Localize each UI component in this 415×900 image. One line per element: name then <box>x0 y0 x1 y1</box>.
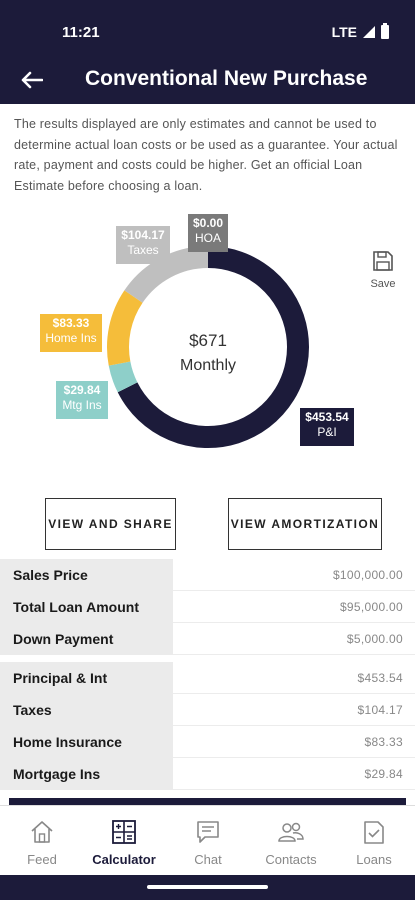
row-label: Principal & Int <box>0 662 173 694</box>
monthly-label: Monthly <box>179 357 237 374</box>
row-value: $83.33 <box>173 726 415 758</box>
donut-chart <box>107 246 309 448</box>
nav-label-contacts: Contacts <box>265 852 317 867</box>
table-row: Sales Price $100,000.00 <box>0 559 415 591</box>
table-row: Total Loan Amount $95,000.00 <box>0 591 415 623</box>
row-value: $104.17 <box>173 694 415 726</box>
row-value: $5,000.00 <box>173 623 415 655</box>
pi-amount: $453.54 <box>305 410 349 424</box>
hoa-label: HOA <box>194 231 221 245</box>
donut-segment-mtgins <box>108 361 138 393</box>
gesture-handle[interactable] <box>147 885 268 889</box>
nav-label-chat: Chat <box>194 852 222 867</box>
taxes-tag: $104.17 Taxes <box>116 226 170 264</box>
mtg-ins-tag: $29.84 Mtg Ins <box>56 381 108 419</box>
signal-icon <box>363 26 375 38</box>
view-and-share-button[interactable]: VIEW AND SHARE <box>45 498 176 550</box>
mtg-ins-label: Mtg Ins <box>62 398 102 412</box>
hoa-amount: $0.00 <box>192 216 224 230</box>
row-label: Mortgage Ins <box>0 758 173 790</box>
nav-item-feed[interactable]: Feed <box>2 818 82 867</box>
donut-segment-taxes <box>124 246 209 304</box>
loan-summary-table: Sales Price $100,000.00 Total Loan Amoun… <box>0 559 415 655</box>
system-gesture-bar <box>0 875 415 900</box>
donut-segment-homeins <box>107 290 143 366</box>
row-value: $100,000.00 <box>173 559 415 591</box>
row-label: Home Insurance <box>0 726 173 758</box>
monthly-amount: $671 <box>189 331 227 350</box>
row-value: $29.84 <box>173 758 415 790</box>
view-amortization-button[interactable]: VIEW AMORTIZATION <box>228 498 382 550</box>
mtg-ins-amount: $29.84 <box>63 383 101 397</box>
table-row: Home Insurance $83.33 <box>0 726 415 758</box>
taxes-amount: $104.17 <box>121 228 165 242</box>
nav-item-loans[interactable]: Loans <box>334 818 414 867</box>
nav-item-contacts[interactable]: Contacts <box>251 818 331 867</box>
contacts-icon <box>278 822 304 842</box>
chat-icon <box>197 821 219 843</box>
status-bar: 11:21 LTE <box>0 0 415 58</box>
home-icon <box>31 821 53 843</box>
payment-breakdown-chart: $671 Monthly $0.00 HOA $104.17 Taxes $83… <box>0 200 415 490</box>
home-ins-label: Home Ins <box>45 331 97 345</box>
status-time: 11:21 <box>62 24 100 41</box>
taxes-label: Taxes <box>127 243 159 257</box>
row-label: Taxes <box>0 694 173 726</box>
payment-breakdown-table: Principal & Int $453.54 Taxes $104.17 Ho… <box>0 662 415 790</box>
row-label: Down Payment <box>0 623 173 655</box>
calculator-icon <box>112 820 136 844</box>
nav-item-chat[interactable]: Chat <box>168 818 248 867</box>
app-header: Conventional New Purchase <box>0 58 415 104</box>
table-row: Mortgage Ins $29.84 <box>0 758 415 790</box>
back-arrow-icon <box>21 71 43 89</box>
table-row: Down Payment $5,000.00 <box>0 623 415 655</box>
nav-label-loans: Loans <box>356 852 392 867</box>
save-icon <box>373 251 393 271</box>
save-label: Save <box>370 278 396 290</box>
home-ins-amount: $83.33 <box>52 316 90 330</box>
status-indicators: LTE <box>331 23 389 40</box>
battery-icon <box>381 23 389 39</box>
loans-document-icon <box>364 821 384 844</box>
nav-label-calculator: Calculator <box>92 852 156 867</box>
hoa-tag: $0.00 HOA <box>188 214 228 252</box>
network-label: LTE <box>331 24 357 40</box>
table-row: Taxes $104.17 <box>0 694 415 726</box>
nav-item-calculator[interactable]: Calculator <box>84 818 164 867</box>
pi-tag: $453.54 P&I <box>300 408 354 446</box>
page-title: Conventional New Purchase <box>85 67 368 90</box>
bottom-nav: Feed Calculator Chat <box>0 805 415 875</box>
table-row: Principal & Int $453.54 <box>0 662 415 694</box>
row-label: Sales Price <box>0 559 173 591</box>
pi-label: P&I <box>317 425 337 439</box>
back-button[interactable] <box>12 62 52 98</box>
row-value: $453.54 <box>173 662 415 694</box>
row-value: $95,000.00 <box>173 591 415 623</box>
donut-segment-pi <box>117 246 309 448</box>
home-ins-tag: $83.33 Home Ins <box>40 314 102 352</box>
save-button[interactable]: Save <box>364 250 402 290</box>
disclaimer-text: The results displayed are only estimates… <box>14 117 398 193</box>
content-divider <box>9 798 406 805</box>
row-label: Total Loan Amount <box>0 591 173 623</box>
nav-label-feed: Feed <box>27 852 57 867</box>
